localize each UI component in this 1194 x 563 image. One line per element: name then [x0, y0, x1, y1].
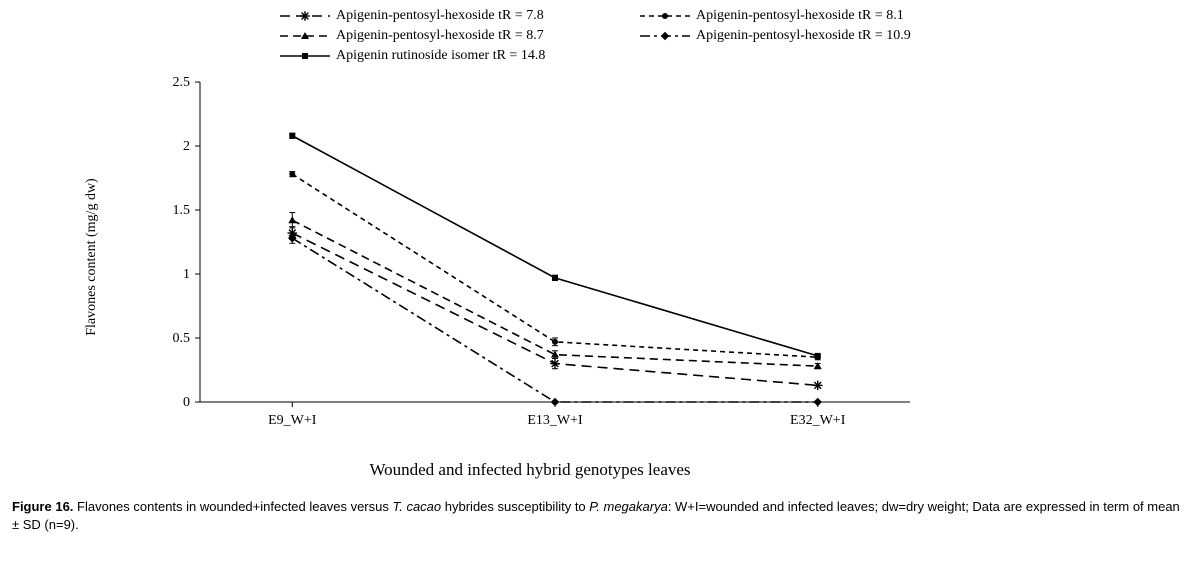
figure-label: Figure 16. [12, 499, 73, 514]
svg-text:0: 0 [183, 395, 190, 410]
svg-text:2: 2 [183, 139, 190, 154]
legend-item: Apigenin-pentosyl-hexoside tR = 8.7 [280, 26, 640, 46]
svg-text:1.5: 1.5 [173, 203, 191, 218]
caption-text-2: hybrides susceptibility to [441, 499, 589, 514]
svg-text:E13_W+I: E13_W+I [527, 413, 583, 428]
legend-label: Apigenin-pentosyl-hexoside tR = 7.8 [336, 6, 544, 26]
caption-text-1: Flavones contents in wounded+infected le… [73, 499, 392, 514]
x-axis-label-part-b: hybrid genotypes leaves [526, 460, 690, 479]
legend-label: Apigenin rutinoside isomer tR = 14.8 [336, 46, 545, 66]
legend-label: Apigenin-pentosyl-hexoside tR = 8.7 [336, 26, 544, 46]
caption-italic-2: P. megakarya [589, 499, 668, 514]
svg-text:0.5: 0.5 [173, 331, 191, 346]
svg-text:1: 1 [183, 267, 190, 282]
caption-italic-1: T. cacao [392, 499, 441, 514]
x-axis-label-part-a: Wounded and infected [369, 460, 526, 479]
legend-swatch [640, 28, 690, 44]
svg-text:E32_W+I: E32_W+I [790, 413, 846, 428]
svg-text:E9_W+I: E9_W+I [268, 413, 317, 428]
legend-item [640, 46, 1000, 66]
legend-label: Apigenin-pentosyl-hexoside tR = 10.9 [696, 26, 911, 46]
figure-caption: Figure 16. Flavones contents in wounded+… [12, 498, 1182, 534]
legend-label: Apigenin-pentosyl-hexoside tR = 8.1 [696, 6, 904, 26]
legend-swatch [640, 8, 690, 24]
legend-item: Apigenin-pentosyl-hexoside tR = 7.8 [280, 6, 640, 26]
y-axis-label: Flavones content (mg/g dw) [84, 72, 100, 442]
legend-item: Apigenin rutinoside isomer tR = 14.8 [280, 46, 640, 66]
svg-text:2.5: 2.5 [173, 75, 191, 90]
legend-item: Apigenin-pentosyl-hexoside tR = 10.9 [640, 26, 1000, 46]
legend-item: Apigenin-pentosyl-hexoside tR = 8.1 [640, 6, 1000, 26]
chart-legend: Apigenin-pentosyl-hexoside tR = 7.8 Apig… [280, 6, 1000, 66]
x-axis-label: Wounded and infected hybrid genotypes le… [140, 460, 920, 480]
legend-swatch [280, 28, 330, 44]
legend-swatch [280, 48, 330, 64]
chart-plot-area: 0 0.5 1 1.5 2 2.5 E9_W+I E13_W+I E32_W+I [140, 72, 920, 442]
legend-swatch [280, 8, 330, 24]
chart-svg: 0 0.5 1 1.5 2 2.5 E9_W+I E13_W+I E32_W+I [140, 72, 920, 442]
